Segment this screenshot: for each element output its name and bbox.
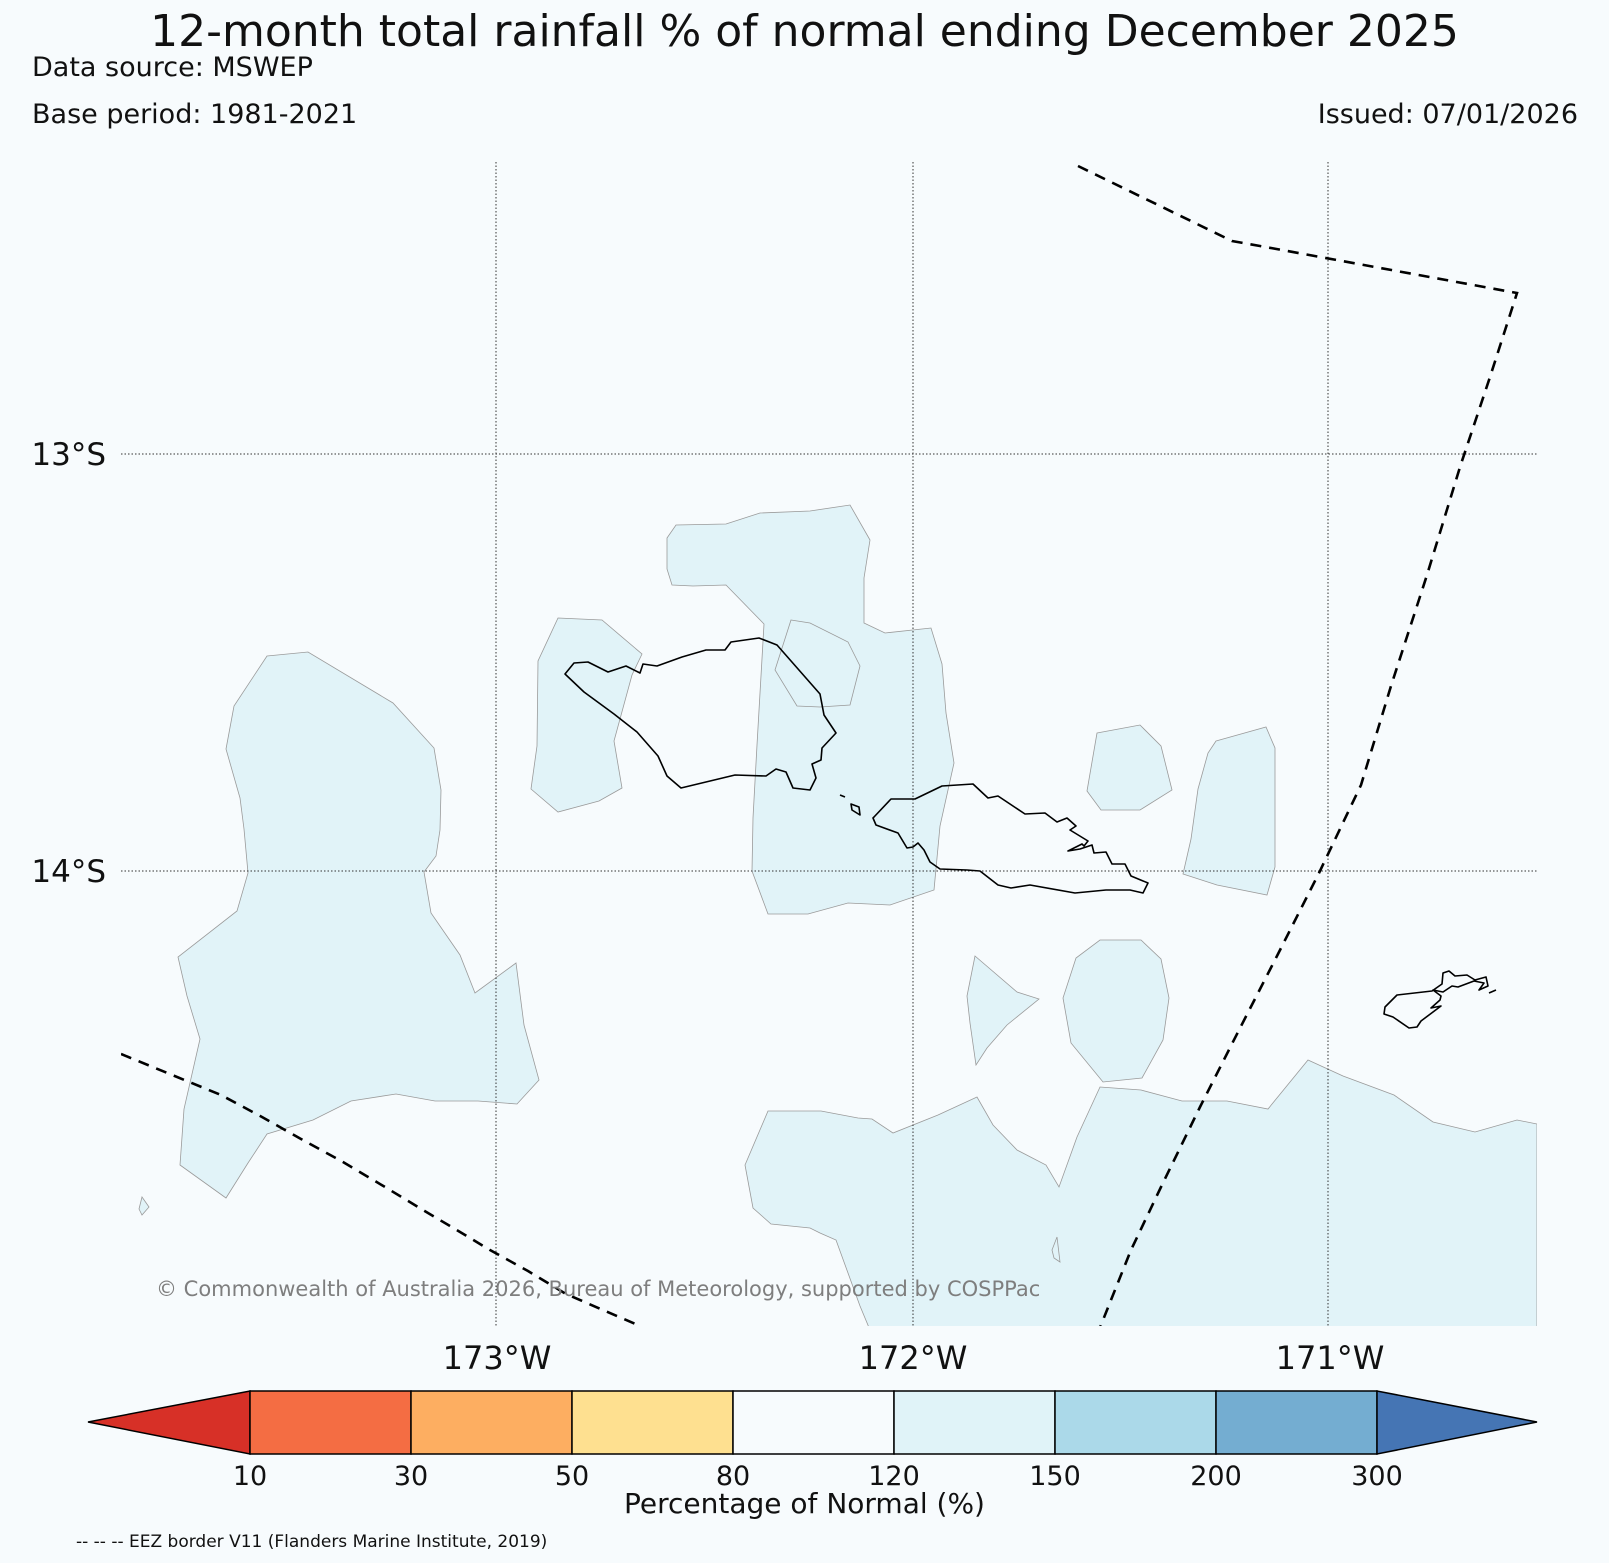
tutuila-coastline <box>1383 970 1497 1029</box>
base-period-label: Base period: 1981-2021 <box>32 99 358 130</box>
issued-date-label: Issued: 07/01/2026 <box>1317 99 1578 130</box>
colorbar-tick-10: 10 <box>233 1461 267 1492</box>
eez-borders <box>121 164 1519 1326</box>
upolu-coastline <box>872 783 1149 894</box>
eez-border-northeast <box>1077 164 1519 1326</box>
graticule <box>121 162 1537 1326</box>
colorbar-tick-300: 300 <box>1351 1461 1403 1492</box>
manono-coastline <box>839 794 846 798</box>
colorbar-segment-30-50 <box>410 1390 573 1455</box>
colorbar-segment-50-80 <box>571 1390 734 1455</box>
colorbar-tick-200: 200 <box>1190 1461 1242 1492</box>
savaii-coastline <box>564 637 837 791</box>
lat-label-13s: 13°S <box>31 437 106 473</box>
rainfall-region-small-islet <box>138 1196 150 1216</box>
rainfall-region-south-sliver <box>1051 1236 1061 1263</box>
lon-labels: 173°W 172°W 171°W <box>443 1339 1385 1377</box>
colorbar <box>87 1390 1538 1455</box>
data-source-label: Data source: MSWEP <box>32 52 313 83</box>
rainfall-120-150-regions <box>138 504 1537 1326</box>
colorbar-segment-120-150 <box>893 1390 1056 1455</box>
apolima-coastline <box>850 803 861 816</box>
rainfall-region-central <box>666 504 955 915</box>
colorbar-extend-high <box>1376 1390 1538 1455</box>
map-title: 12-month total rainfall % of normal endi… <box>150 6 1459 57</box>
colorbar-segment-10-30 <box>249 1390 412 1455</box>
lon-label-171w: 171°W <box>1276 1339 1385 1377</box>
rainfall-region-east-small <box>1086 724 1173 811</box>
rainfall-region-south-islet-b <box>1062 939 1170 1083</box>
coastlines <box>564 637 1497 1029</box>
colorbar-segment-200-300 <box>1215 1390 1378 1455</box>
copyright-notice: © Commonwealth of Australia 2026, Bureau… <box>156 1277 1041 1301</box>
colorbar-segment-80-120 <box>732 1390 895 1455</box>
lon-label-172w: 172°W <box>859 1339 968 1377</box>
colorbar-tick-50: 50 <box>555 1461 589 1492</box>
colorbar-ticks: 10 30 50 80 120 150 200 300 <box>233 1461 1403 1492</box>
rainfall-region-south-islet-a <box>966 955 1040 1067</box>
colorbar-tick-80: 80 <box>716 1461 750 1492</box>
lat-label-14s: 14°S <box>31 854 106 890</box>
colorbar-segment-150-200 <box>1054 1390 1217 1455</box>
colorbar-extend-low <box>87 1390 251 1455</box>
rainfall-region-southeast <box>744 1059 1537 1326</box>
rainfall-region-upolu-west <box>530 617 643 813</box>
colorbar-title: Percentage of Normal (%) <box>624 1487 985 1520</box>
colorbar-tick-120: 120 <box>868 1461 920 1492</box>
lon-label-173w: 173°W <box>443 1339 552 1377</box>
colorbar-tick-150: 150 <box>1029 1461 1081 1492</box>
colorbar-tick-30: 30 <box>394 1461 428 1492</box>
rainfall-region-east-strip <box>1182 726 1276 896</box>
lat-labels: 13°S 14°S <box>31 437 106 890</box>
rainfall-region-west <box>177 651 540 1199</box>
eez-legend-note: -- -- -- EEZ border V11 (Flanders Marine… <box>76 1532 548 1552</box>
